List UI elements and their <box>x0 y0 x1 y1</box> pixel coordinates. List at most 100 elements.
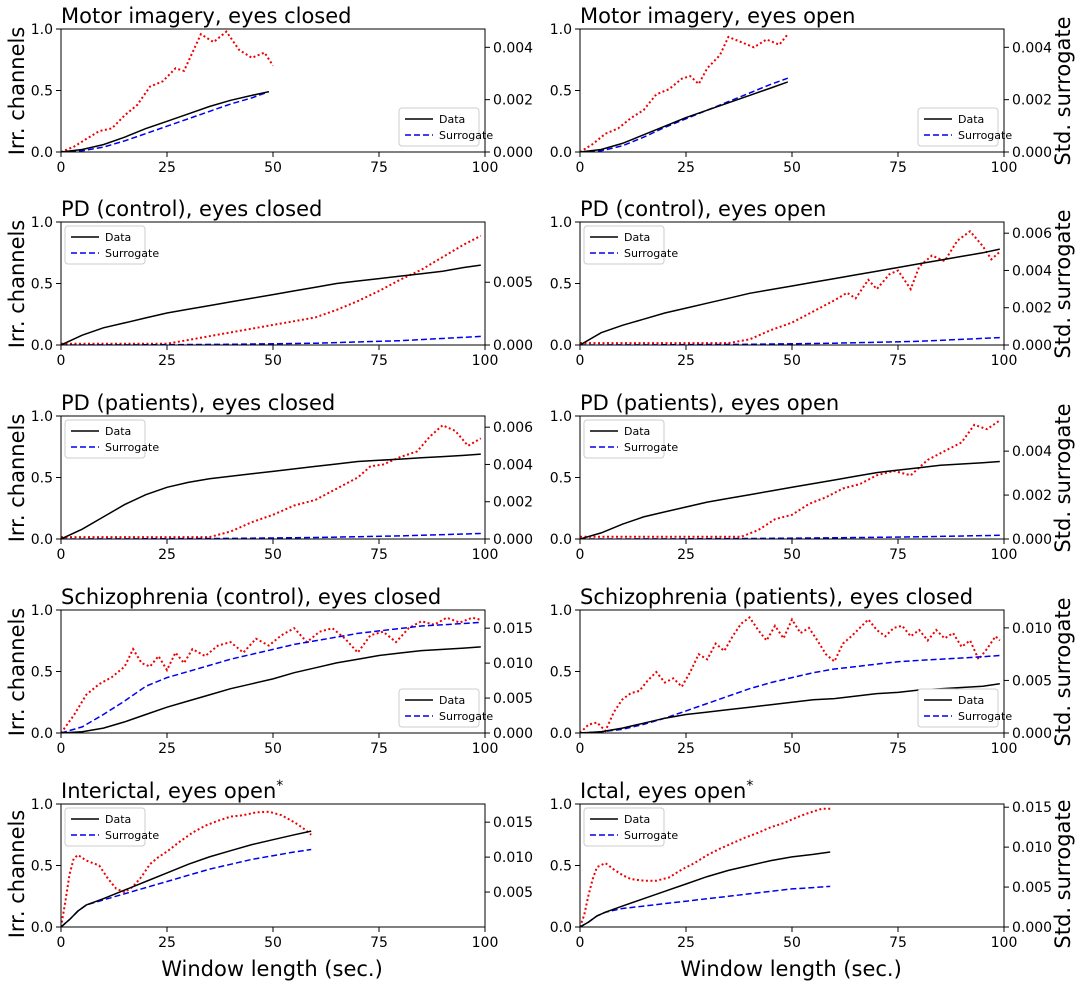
series-line-surrogate <box>61 848 312 927</box>
series-line-data <box>580 81 789 152</box>
x-tick-label: 50 <box>264 741 282 757</box>
x-tick-label: 50 <box>783 935 801 951</box>
plot-frame <box>579 415 1005 540</box>
series-line-surrogate <box>61 532 481 539</box>
left-axis-label-row-2: Irr. channels <box>5 220 29 349</box>
series-line-std-surrogate <box>580 229 1001 345</box>
left-axis-label-row-1: Irr. channels <box>5 27 29 156</box>
series-line-surrogate <box>580 885 831 927</box>
chart-panel-3: PD (control), eyes closed 0 25 50 75 100 0.0 0.… <box>31 197 533 369</box>
series-line-data <box>61 90 269 152</box>
series-line-std-surrogate <box>61 424 482 539</box>
legend: Data Surrogate <box>583 225 678 265</box>
legend-label-surrogate: Surrogate <box>624 441 678 454</box>
x-tick-label: 75 <box>370 741 388 757</box>
y-tick-label: 0.5 <box>550 665 572 681</box>
y2-tick-label: 0.004 <box>1012 263 1052 279</box>
y-tick-label: 0.0 <box>550 145 572 161</box>
legend-label-surrogate: Surrogate <box>624 829 678 842</box>
legend: Data Surrogate <box>583 419 678 459</box>
title-marker: * <box>276 778 283 794</box>
y2-tick-label: 0.000 <box>493 532 533 548</box>
y2-tick-label: 0.005 <box>493 275 533 291</box>
chart-title: PD (patients), eyes closed <box>61 391 335 415</box>
y-tick-label: 1.0 <box>550 409 572 425</box>
y-tick-label: 0.5 <box>31 471 53 487</box>
x-tick-label: 25 <box>677 741 695 757</box>
plot-frame <box>579 221 1005 346</box>
y2-tick-label: 0.002 <box>493 495 533 511</box>
y-tick-label: 0.0 <box>31 338 53 354</box>
chart-title: Schizophrenia (control), eyes closed <box>61 585 441 609</box>
legend: Data Surrogate <box>917 107 1012 147</box>
x-tick-label: 25 <box>677 353 695 369</box>
y-tick-label: 0.5 <box>31 859 53 875</box>
series-line-std-surrogate <box>61 810 312 927</box>
y-tick-label: 0.0 <box>550 920 572 936</box>
right-axis-label-row-1: Std. surrogate <box>1051 16 1075 165</box>
legend: Data Surrogate <box>917 688 1012 728</box>
x-tick-label: 25 <box>158 160 176 176</box>
y2-tick-label: 0.015 <box>1012 800 1052 816</box>
legend-label-data: Data <box>105 813 131 826</box>
y2-tick-label: 0.015 <box>493 621 533 637</box>
x-tick-label: 50 <box>264 547 282 563</box>
y2-tick-label: 0.004 <box>493 40 533 56</box>
chart-title: Ictal, eyes open* <box>580 778 753 803</box>
legend-label-surrogate: Surrogate <box>105 829 159 842</box>
x-tick-label: 25 <box>677 547 695 563</box>
y-tick-label: 1.0 <box>31 409 53 425</box>
legend: Data Surrogate <box>398 688 493 728</box>
y2-tick-label: 0.002 <box>1012 93 1052 109</box>
series-line-surrogate <box>580 336 1000 345</box>
y2-tick-label: 0.005 <box>493 885 533 901</box>
y-tick-label: 0.5 <box>31 665 53 681</box>
y-tick-label: 0.0 <box>31 532 53 548</box>
legend-box <box>917 107 999 147</box>
right-axis-label-row-2: Std. surrogate <box>1051 209 1075 358</box>
x-tick-label: 100 <box>472 935 499 951</box>
y-tick-label: 0.0 <box>31 145 53 161</box>
plot-frame <box>579 803 1005 928</box>
y2-tick-label: 0.000 <box>493 145 533 161</box>
y2-tick-label: 0.010 <box>1012 621 1052 637</box>
legend-label-surrogate: Surrogate <box>105 441 159 454</box>
plot-frame <box>60 28 486 153</box>
x-tick-label: 75 <box>889 741 907 757</box>
legend-label-data: Data <box>439 113 465 126</box>
series-line-surrogate <box>61 90 270 152</box>
x-tick-label: 100 <box>991 935 1018 951</box>
y2-tick-label: 0.000 <box>493 726 533 742</box>
legend-label-surrogate: Surrogate <box>624 247 678 260</box>
series-line-data <box>580 460 1000 539</box>
legend-box <box>583 419 665 459</box>
y-tick-label: 1.0 <box>550 22 572 38</box>
left-axis-label-row-3: Irr. channels <box>5 414 29 543</box>
legend-label-data: Data <box>105 231 131 244</box>
x-tick-label: 100 <box>991 160 1018 176</box>
x-tick-label: 75 <box>370 547 388 563</box>
y2-tick-label: 0.010 <box>493 656 533 672</box>
y-tick-label: 1.0 <box>31 603 53 619</box>
series-line-std-surrogate <box>61 616 482 733</box>
legend-box <box>64 225 146 265</box>
y2-tick-label: 0.002 <box>1012 488 1052 504</box>
legend-label-data: Data <box>624 425 650 438</box>
x-tick-label: 25 <box>158 741 176 757</box>
x-tick-label: 25 <box>158 935 176 951</box>
series-line-data <box>61 453 481 539</box>
series-line-surrogate <box>61 621 481 733</box>
chart-title: PD (control), eyes closed <box>61 197 322 221</box>
y-tick-label: 1.0 <box>550 797 572 813</box>
y2-tick-label: 0.000 <box>1012 145 1052 161</box>
chart-panel-9: Interictal, eyes open* 0 25 50 75 100 0.0 0.5 1.… <box>31 778 533 951</box>
series-line-std-surrogate <box>61 30 274 152</box>
y2-tick-label: 0.010 <box>493 850 533 866</box>
x-tick-label: 0 <box>57 547 66 563</box>
plot-frame <box>60 221 486 346</box>
legend-box <box>398 107 480 147</box>
y-tick-label: 0.5 <box>550 471 572 487</box>
